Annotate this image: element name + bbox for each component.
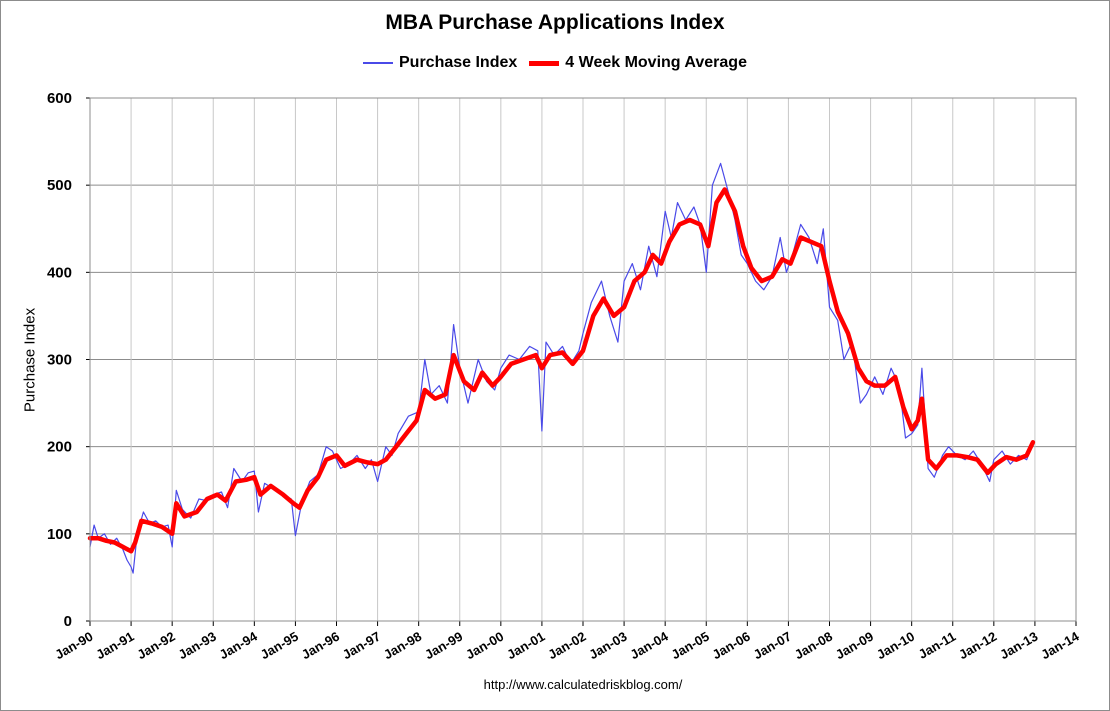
x-tick-label: Jan-97: [340, 629, 383, 663]
legend-item-moving-average: 4 Week Moving Average: [529, 54, 747, 72]
y-tick-label: 200: [47, 439, 72, 456]
legend-label-purchase-index: Purchase Index: [399, 54, 518, 71]
x-tick-label: Jan-03: [586, 629, 629, 663]
x-tick-label: Jan-09: [833, 629, 876, 663]
x-tick-label: Jan-05: [669, 629, 712, 663]
legend-swatch-moving-average: [529, 60, 560, 66]
grid-layer: [89, 97, 1077, 622]
x-tick-label: Jan-01: [504, 629, 547, 663]
x-tick-label: Jan-91: [93, 629, 136, 663]
x-tick-label: Jan-07: [751, 629, 794, 663]
y-tick-label: 600: [47, 90, 72, 107]
x-tick-label: Jan-12: [956, 629, 999, 663]
x-tick-label: Jan-93: [176, 629, 219, 663]
x-tick-label: Jan-92: [134, 629, 177, 663]
x-tick-label: Jan-08: [792, 629, 835, 663]
chart-title: MBA Purchase Applications Index: [385, 11, 725, 34]
legend-item-purchase-index: Purchase Index: [363, 54, 517, 72]
x-tick-label: Jan-00: [463, 629, 506, 663]
x-tick-label: Jan-14: [1038, 628, 1082, 662]
source-url: http://www.calculatedriskblog.com/: [483, 677, 683, 692]
y-tick-label: 300: [47, 352, 72, 369]
x-tick-label: Jan-02: [545, 629, 588, 663]
x-tick-label: Jan-13: [997, 629, 1040, 663]
x-tick-label: Jan-96: [299, 629, 342, 663]
x-tick-label: Jan-10: [874, 629, 917, 663]
x-tick-label: Jan-11: [916, 629, 959, 662]
series-layer: [87, 162, 1036, 574]
x-tick-label: Jan-04: [627, 628, 671, 662]
y-tick-label: 400: [47, 264, 72, 281]
x-tick-label: Jan-94: [217, 628, 261, 662]
x-tick-label: Jan-98: [381, 629, 424, 663]
x-tick-label: Jan-99: [422, 629, 465, 663]
y-tick-label: 0: [64, 613, 72, 630]
legend: Purchase Index 4 Week Moving Average: [0, 54, 1110, 72]
x-tick-label: Jan-90: [52, 629, 95, 663]
series-line-moving-average: [87, 187, 1036, 554]
legend-swatch-purchase-index: [363, 62, 393, 64]
legend-label-moving-average: 4 Week Moving Average: [565, 54, 747, 71]
x-tick-label: Jan-06: [710, 629, 753, 663]
y-tick-label: 100: [47, 526, 72, 543]
y-tick-label: 500: [47, 177, 72, 194]
plot-border: [89, 97, 1077, 622]
x-tick-label: Jan-95: [258, 629, 301, 663]
